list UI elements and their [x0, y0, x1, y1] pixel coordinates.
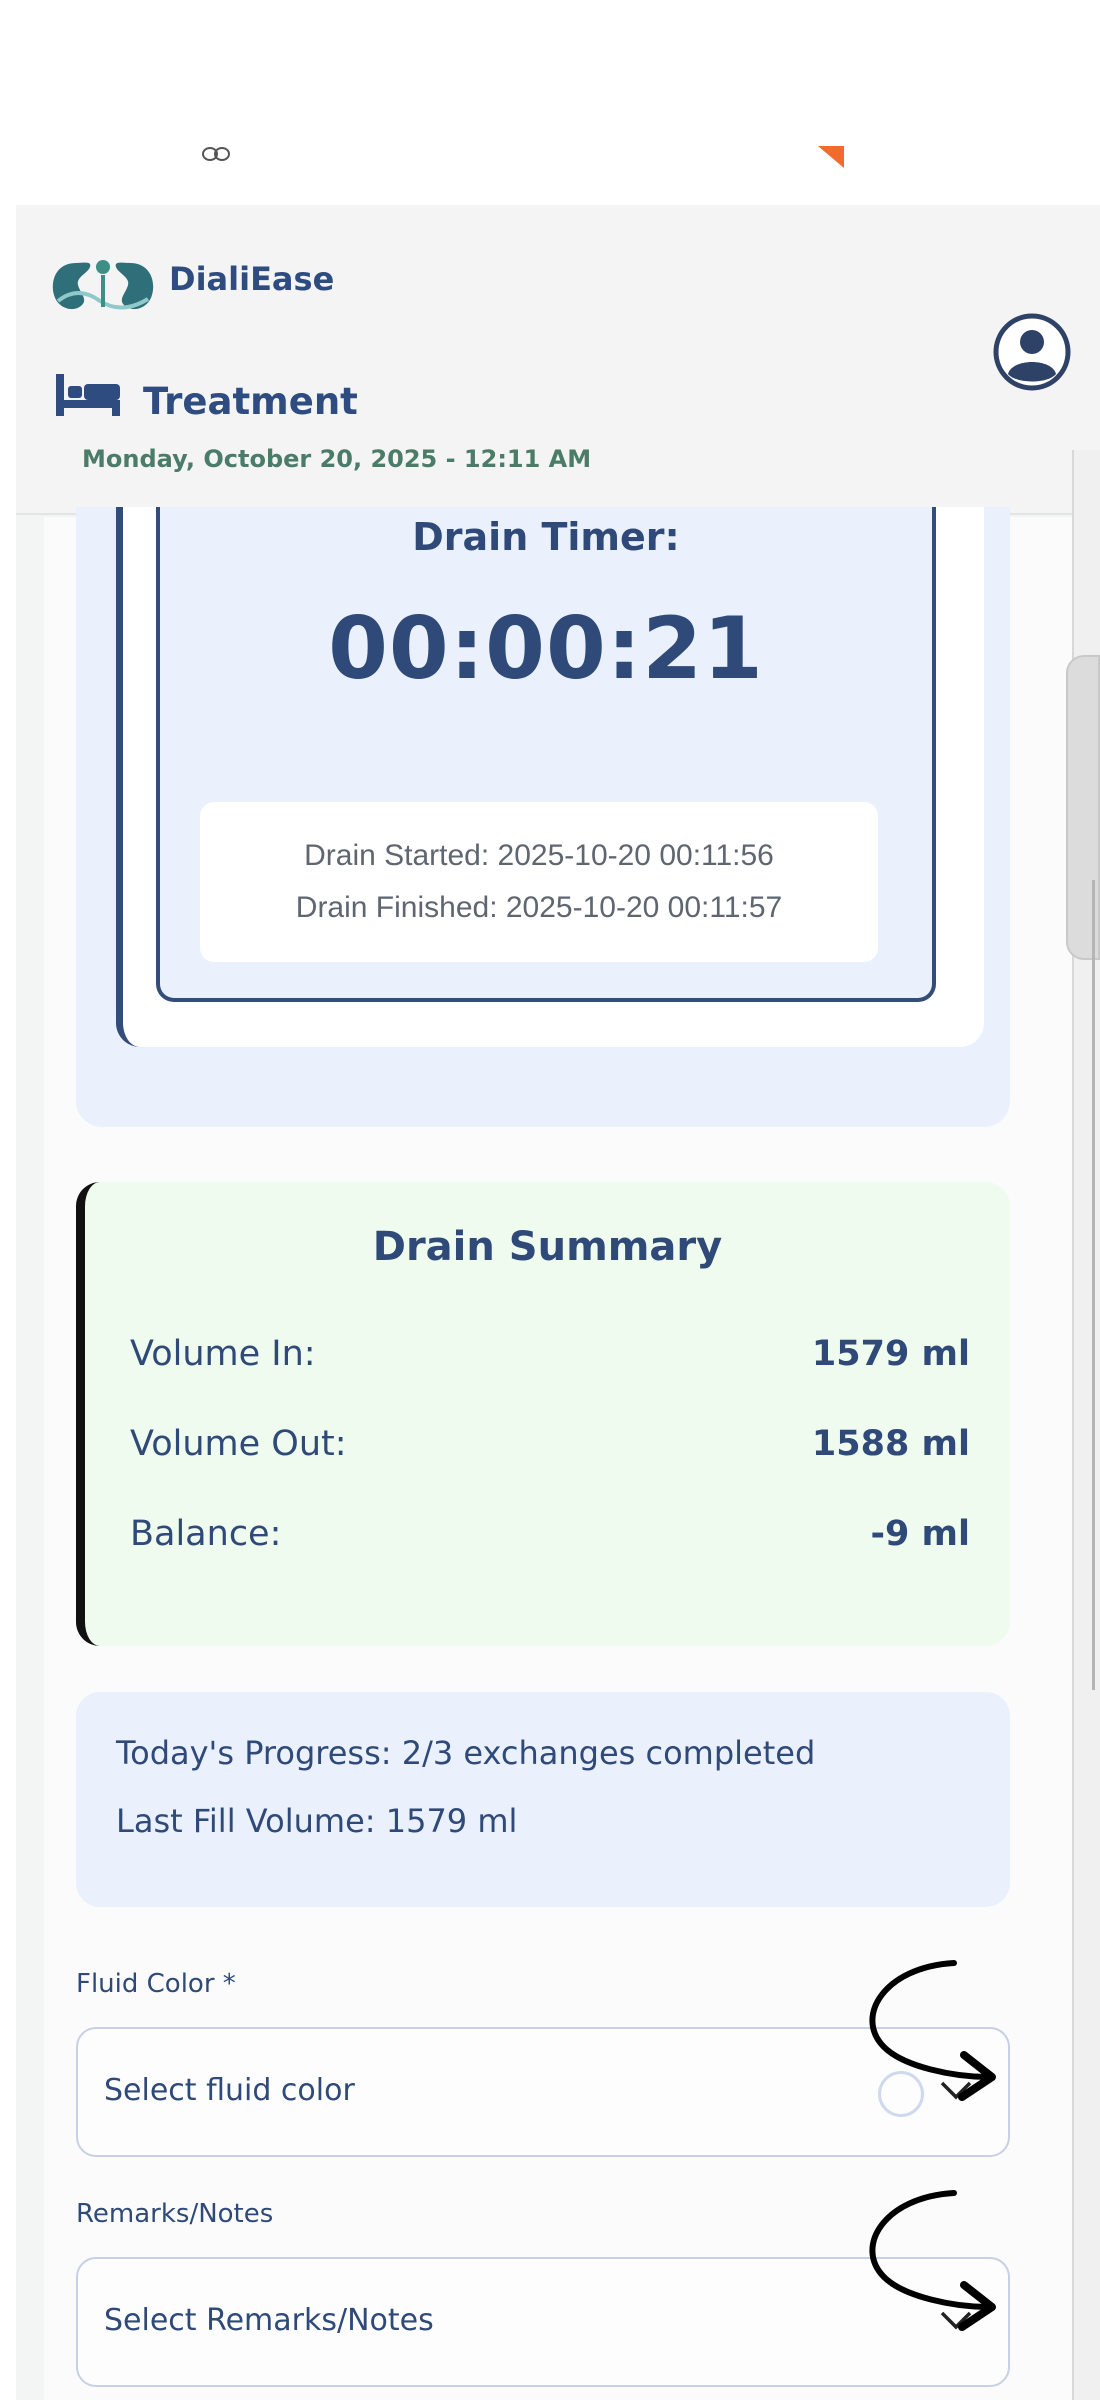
chevron-down-icon[interactable] — [938, 2309, 974, 2333]
summary-row-volume-out: Volume Out: 1588 ml — [130, 1424, 970, 1474]
drain-summary-card: Drain Summary Volume In: 1579 ml Volume … — [76, 1182, 1010, 1646]
summary-label: Volume In: — [130, 1334, 316, 1374]
status-bar — [0, 0, 1100, 205]
touch-indicator — [878, 2071, 924, 2117]
summary-label: Volume Out: — [130, 1424, 347, 1464]
brand-name: DialiEase — [169, 260, 335, 298]
chevron-down-icon[interactable] — [938, 2079, 974, 2103]
progress-text: Today's Progress: 2/3 exchanges complete… — [116, 1734, 816, 1772]
remarks-select[interactable]: Select Remarks/Notes — [76, 2257, 1010, 2387]
fluid-color-select[interactable]: Select fluid color — [76, 2027, 1010, 2157]
last-fill-volume-text: Last Fill Volume: 1579 ml — [116, 1802, 518, 1840]
timer-panel: Drain Timer: 00:00:21 Drain Started: 202… — [156, 507, 936, 1002]
annotation-arrow-icon — [869, 2190, 996, 2331]
timer-value: 00:00:21 — [328, 599, 764, 699]
summary-value: -9 ml — [870, 1514, 970, 1554]
summary-row-balance: Balance: -9 ml — [130, 1514, 970, 1564]
drain-finished-text: Drain Finished: 2025-10-20 00:11:57 — [295, 891, 783, 924]
drain-summary-title: Drain Summary — [372, 1224, 723, 1270]
remarks-placeholder: Select Remarks/Notes — [104, 2303, 434, 2338]
drain-times-box: Drain Started: 2025-10-20 00:11:56 Drain… — [200, 802, 878, 962]
app-frame: DialiEase Treatment Monday, October 20, … — [16, 205, 1100, 2400]
bed-icon — [56, 374, 120, 416]
summary-value: 1579 ml — [811, 1334, 970, 1374]
timer-label: Drain Timer: — [412, 515, 680, 559]
drain-timer-card: Drain Timer: 00:00:21 Drain Started: 202… — [76, 507, 1010, 1127]
annotation-arrow-icon — [869, 1960, 996, 2101]
summary-label: Balance: — [130, 1514, 282, 1554]
kidney-logo-icon — [52, 260, 154, 310]
summary-row-volume-in: Volume In: 1579 ml — [130, 1334, 970, 1384]
status-notification-icon — [818, 146, 844, 168]
fluid-color-label: Fluid Color * — [76, 1969, 236, 1999]
user-avatar-icon[interactable] — [992, 312, 1072, 392]
status-mask-icon — [202, 147, 230, 161]
main-content: Drain Timer: 00:00:21 Drain Started: 202… — [44, 507, 1074, 2400]
fluid-color-placeholder: Select fluid color — [104, 2073, 355, 2108]
app-header: DialiEase Treatment Monday, October 20, … — [16, 205, 1100, 515]
progress-info-box: Today's Progress: 2/3 exchanges complete… — [76, 1692, 1010, 1907]
summary-value: 1588 ml — [811, 1424, 970, 1464]
drain-started-text: Drain Started: 2025-10-20 00:11:56 — [304, 839, 774, 872]
scrollbar-indicator — [1092, 880, 1095, 1690]
current-datetime: Monday, October 20, 2025 - 12:11 AM — [82, 445, 592, 473]
page-title: Treatment — [143, 380, 358, 423]
remarks-label: Remarks/Notes — [76, 2199, 274, 2229]
